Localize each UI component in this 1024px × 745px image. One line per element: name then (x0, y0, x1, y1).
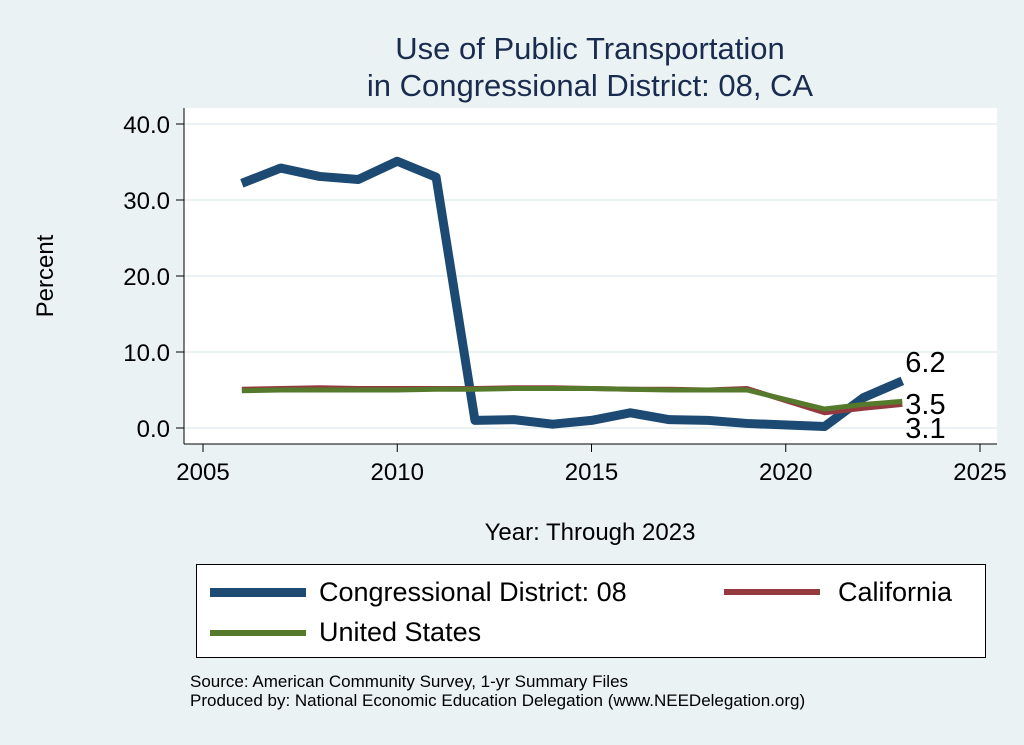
x-tick-label: 2020 (759, 459, 812, 486)
source-line: Source: American Community Survey, 1-yr … (190, 672, 629, 691)
chart-title: Use of Public Transportation (395, 31, 785, 66)
series-line-united-states (241, 385, 903, 412)
data-label: 3.1 (905, 413, 945, 445)
y-tick-label: 10.0 (123, 340, 170, 367)
legend-label-district: Congressional District: 08 (319, 577, 627, 607)
x-tick-label: 2005 (176, 459, 229, 486)
x-axis-label: Year: Through 2023 (484, 519, 696, 546)
x-tick-label: 2015 (565, 459, 618, 486)
data-label: 3.5 (905, 389, 945, 421)
producer-line: Produced by: National Economic Education… (190, 691, 806, 710)
y-tick-label: 30.0 (123, 188, 170, 215)
x-tick-label: 2010 (371, 459, 424, 486)
y-tick-label: 0.0 (137, 416, 170, 443)
series-line-congressional-district-08 (240, 156, 905, 431)
y-tick-label: 40.0 (123, 112, 170, 139)
source-note: Source: American Community Survey, 1-yr … (190, 672, 805, 710)
x-tick-label: 2025 (953, 459, 1006, 486)
legend-swatch-california (724, 589, 820, 595)
chart-subtitle: in Congressional District: 08, CA (366, 68, 814, 103)
data-label: 6.2 (905, 347, 945, 379)
legend-label-us: United States (319, 617, 482, 647)
y-axis-label: Percent (32, 234, 59, 317)
legend-label-california: California (838, 577, 953, 607)
legend-swatch-us (210, 630, 306, 636)
legend-swatch-district (210, 588, 306, 597)
legend: Congressional District: 08 California Un… (196, 564, 986, 658)
y-tick-label: 20.0 (123, 264, 170, 291)
